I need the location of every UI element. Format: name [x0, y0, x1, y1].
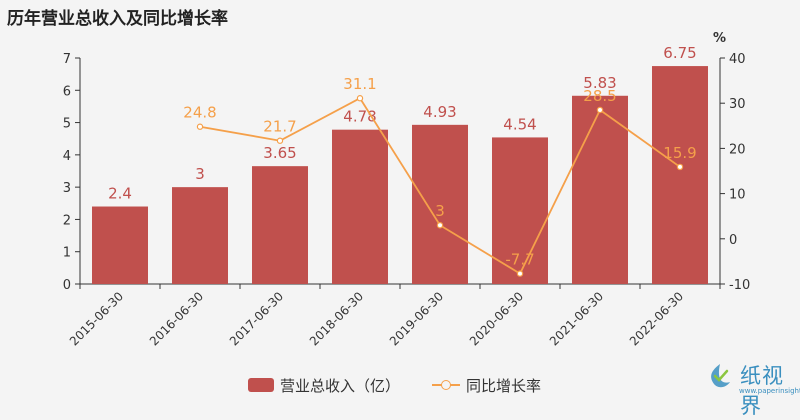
legend-item-revenue[interactable]: 营业总收入（亿）: [248, 374, 400, 396]
y-right-tick-label: 20: [729, 142, 746, 157]
y-left-tick-label: 5: [63, 117, 71, 132]
y-left-tick-label: 2: [63, 213, 71, 228]
bar: [252, 166, 308, 284]
y-left-tick-label: 6: [63, 84, 71, 99]
growth-point: [516, 270, 524, 277]
x-tick-label: 2017-06-30: [227, 289, 286, 348]
logo-url: www.paperinsight.net: [739, 387, 800, 395]
growth-point: [196, 123, 204, 130]
x-tick-label: 2020-06-30: [467, 289, 526, 348]
bar-data-label: 4.93: [423, 103, 456, 121]
growth-data-label: 3: [435, 202, 445, 220]
y-right-tick-label: 0: [729, 233, 737, 248]
bar: [652, 66, 708, 284]
bar: [172, 187, 228, 284]
chart: 0 1 2 3 4 5 6 7 -10 0 10 20 30 40% 2015-06-30 2016-06-3…: [63, 31, 751, 348]
bar: [572, 95, 628, 284]
growth-point: [436, 222, 444, 229]
growth-data-label: 15.9: [663, 144, 696, 162]
x-tick-label: 2019-06-30: [387, 289, 446, 348]
y-left-tick-label: 7: [63, 52, 71, 67]
growth-data-label: 24.8: [183, 104, 216, 122]
chart-title: 历年营业总收入及同比增长率: [7, 9, 228, 29]
legend-bar-swatch: [248, 378, 274, 392]
x-tick-label: 2022-06-30: [627, 289, 686, 348]
bar-data-label: 6.75: [663, 44, 696, 62]
legend-item-growth[interactable]: 同比增长率: [432, 374, 541, 396]
logo-icon: [711, 364, 730, 388]
y-right-tick-label: 30: [729, 97, 746, 112]
y-right-tick-label: 40: [729, 52, 746, 67]
growth-data-label: 21.7: [263, 118, 296, 136]
legend-revenue-label: 营业总收入（亿）: [280, 376, 401, 395]
x-tick-label: 2016-06-30: [147, 289, 206, 348]
growth-point: [356, 95, 364, 102]
growth-point: [596, 106, 604, 114]
growth-data-label: 31.1: [343, 75, 376, 93]
bar-data-label: 3: [195, 165, 205, 183]
bar: [412, 124, 468, 285]
y-left-tick-label: 3: [63, 181, 71, 196]
bar-data-label: 3.65: [263, 144, 296, 162]
y-right-tick-label: 10: [729, 188, 746, 203]
growth-data-label: 28.5: [583, 87, 616, 105]
bar-data-label: 2.4: [108, 185, 132, 203]
bar-data-label: 4.54: [503, 115, 536, 133]
x-tick-label: 2018-06-30: [307, 289, 366, 348]
growth-point: [276, 137, 284, 144]
y-left-tick-label: 1: [63, 246, 71, 261]
growth-data-label: -7.7: [505, 251, 534, 269]
y-right-unit: %: [713, 31, 726, 46]
legend-line-swatch: [432, 378, 460, 392]
x-tick-label: 2015-06-30: [67, 289, 126, 348]
y-right-tick-label: -10: [729, 278, 750, 293]
bar: [492, 137, 548, 284]
legend-growth-label: 同比增长率: [466, 376, 542, 395]
x-tick-label: 2021-06-30: [547, 289, 606, 348]
growth-point: [676, 163, 684, 171]
y-left-tick-label: 4: [63, 149, 71, 164]
bar-data-label: 5.83: [583, 74, 616, 92]
bar: [332, 129, 388, 284]
bar: [92, 206, 148, 284]
legend: 营业总收入（亿） 同比增长率: [0, 372, 800, 398]
y-left-tick-label: 0: [63, 278, 71, 293]
logo: 纸视界 www.paperinsight.net: [700, 358, 800, 418]
